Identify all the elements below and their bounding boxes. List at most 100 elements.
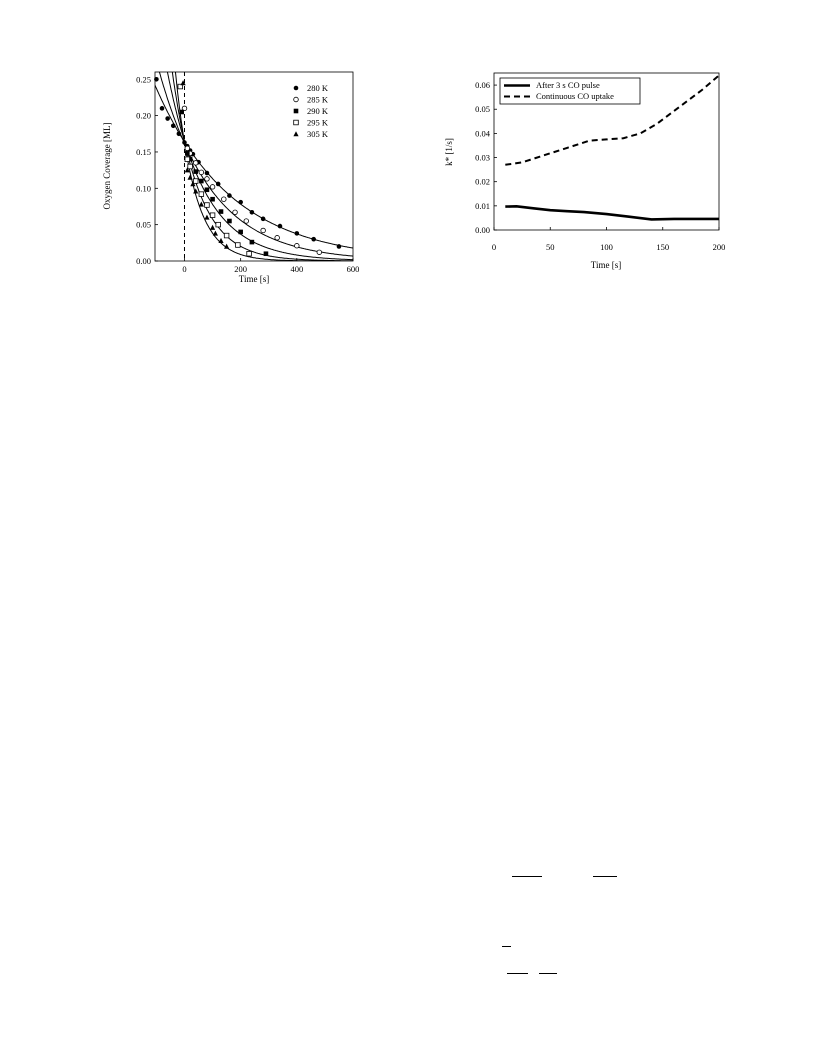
x-tick-label: 400 (290, 264, 303, 274)
data-point (260, 227, 266, 234)
oxygen-coverage-chart: 0 200 400 600 0.00 0.05 0.10 0.15 0.20 0.25 280 … (102, 71, 360, 284)
fraction-bar (512, 876, 542, 877)
data-point (187, 174, 193, 180)
y-tick-label: 0.20 (136, 111, 151, 121)
legend-label: 295 K (307, 118, 329, 128)
data-point (294, 231, 300, 236)
data-point (311, 236, 316, 242)
data-point (336, 244, 342, 249)
co-pulse-line (505, 204, 719, 221)
y-tick-label: 0.05 (475, 104, 490, 114)
x-tick-label: 0 (182, 264, 186, 274)
data-point (223, 232, 230, 239)
data-point (218, 209, 224, 214)
rate-chart-xlabel: Time [s] (591, 260, 621, 270)
legend-marker (293, 131, 299, 137)
x-tick-label: 100 (600, 242, 613, 252)
data-point (180, 80, 186, 86)
continuous-uptake-line (505, 74, 720, 166)
x-tick-label: 50 (546, 242, 555, 252)
oxygen-chart-frame (154, 71, 354, 262)
data-point (274, 235, 280, 241)
data-point (249, 239, 255, 245)
data-point (204, 176, 210, 182)
x-tick-label: 600 (347, 264, 360, 274)
data-point (221, 196, 227, 202)
data-point (177, 83, 183, 90)
legend-box (499, 77, 641, 105)
data-point (294, 243, 300, 249)
fraction-bar (502, 946, 511, 947)
data-point (187, 163, 193, 170)
y-tick-label: 0.10 (136, 183, 151, 193)
legend-label: After 3 s CO pulse (536, 80, 600, 90)
data-point (249, 209, 255, 215)
data-point (263, 251, 269, 257)
oxygen-chart-ylabel: Oxygen Coverage [ML] (102, 123, 112, 210)
data-point (209, 224, 216, 230)
data-point (238, 229, 243, 235)
data-point (184, 167, 190, 173)
data-point (204, 170, 210, 176)
data-point (181, 105, 188, 112)
y-tick-label: 0.02 (475, 177, 490, 187)
oxygen-chart-xlabel: Time [s] (239, 274, 269, 284)
data-point (215, 181, 221, 187)
data-point (165, 116, 170, 121)
data-point (212, 230, 218, 236)
x-tick-label: 0 (492, 242, 496, 252)
data-point (199, 178, 204, 184)
data-point (235, 242, 241, 248)
x-tick-label: 200 (234, 264, 247, 274)
y-tick-label: 0.00 (136, 256, 151, 266)
legend-label: 285 K (307, 95, 329, 105)
data-point (170, 123, 176, 129)
data-point (204, 202, 210, 208)
y-tick-label: 0.06 (475, 80, 490, 90)
data-point (243, 218, 249, 224)
legend-marker (293, 119, 299, 126)
y-tick-label: 0.04 (475, 128, 491, 138)
data-point (260, 216, 266, 222)
data-point (198, 201, 204, 207)
data-point (238, 199, 243, 205)
data-point (224, 243, 230, 249)
data-point (204, 187, 210, 193)
fraction-bar (593, 876, 617, 877)
data-point (227, 193, 232, 198)
y-tick-label: 0.05 (136, 220, 151, 230)
rate-chart-ylabel: k* [1/s] (444, 138, 454, 166)
data-point (193, 169, 199, 174)
fit-curve (174, 72, 353, 261)
legend-label: Continuous CO uptake (536, 91, 614, 101)
data-point (190, 181, 196, 187)
x-tick-label: 200 (713, 242, 726, 252)
data-point (193, 178, 199, 184)
data-point (159, 106, 165, 111)
data-point (209, 184, 216, 190)
data-point (184, 145, 190, 152)
data-point (316, 249, 322, 255)
data-point (227, 218, 232, 224)
data-point (184, 151, 190, 156)
data-point (277, 223, 283, 229)
fraction-bar (507, 973, 528, 974)
fit-curve (171, 72, 353, 261)
data-point (204, 214, 210, 220)
y-tick-label: 0.15 (136, 147, 151, 157)
legend-marker (293, 96, 299, 103)
data-point (218, 237, 224, 243)
rate-constant-chart: 0 50 100 150 200 0.00 0.01 0.02 0.03 0.04 0.05 0.0… (444, 72, 726, 270)
data-point (246, 251, 252, 257)
legend-marker (293, 85, 299, 91)
data-point (198, 191, 205, 197)
data-point (198, 169, 205, 176)
data-point (182, 140, 187, 145)
y-tick-label: 0.00 (475, 225, 490, 235)
legend-marker (293, 108, 299, 114)
data-point (232, 209, 238, 215)
legend-label: 305 K (307, 129, 329, 139)
data-point (187, 156, 193, 162)
y-tick-label: 0.03 (475, 153, 490, 163)
